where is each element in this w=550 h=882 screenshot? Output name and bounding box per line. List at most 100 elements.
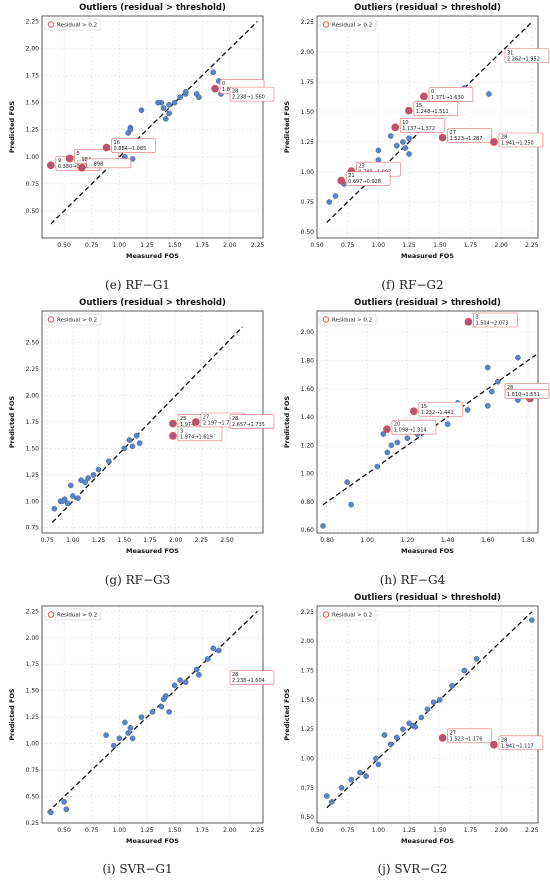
y-tick-label: 1.00: [301, 755, 315, 762]
outlier-annotation-box: [498, 735, 544, 751]
y-tick-label: 1.25: [301, 726, 315, 733]
scatter-plot-i: 0.50 0.75 1.00 1.25 1.50 1.75 2.00 2.25 0.25 0.50…: [8, 605, 275, 845]
data-point: [484, 364, 491, 371]
legend: Residual > 0.2: [44, 608, 102, 621]
y-tick-label: 2.00: [26, 393, 40, 400]
y-tick-label: 2.00: [26, 45, 40, 52]
data-point: [380, 431, 387, 437]
legend-box: [44, 18, 102, 31]
data-point: [51, 505, 58, 512]
x-tick-label: 1.75: [196, 827, 210, 834]
data-point: [394, 142, 400, 149]
outlier-id-label: 21: [348, 173, 354, 179]
legend-box: [44, 313, 102, 326]
y-tick-label: 1.50: [26, 100, 40, 107]
data-point: [106, 458, 112, 464]
data-point: [158, 703, 165, 710]
data-point: [193, 666, 200, 673]
y-tick-label: 1.00: [26, 498, 40, 505]
data-point: [59, 498, 66, 505]
x-tick-label: 0.50: [310, 827, 324, 834]
y-tick-label: 1.50: [26, 688, 40, 695]
data-point: [166, 110, 172, 117]
x-tick-label: 2.50: [220, 537, 234, 544]
plot-frame: [41, 605, 264, 824]
data-point: [127, 126, 134, 133]
outlier-id-label: 0: [222, 81, 225, 87]
data-point: [111, 742, 117, 749]
x-tick-label: 2.00: [169, 537, 183, 544]
panel-caption: (e) RF−G1: [0, 278, 275, 292]
legend-label: Residual > 0.2: [332, 23, 372, 29]
outlier-id-label: 31: [507, 50, 513, 56]
outlier-value-label: 1.941→1.250: [501, 141, 534, 147]
y-tick-label: 1.00: [26, 741, 40, 748]
outlier-point: [490, 138, 498, 146]
chart-title: Outliers (residual > threshold): [79, 298, 226, 308]
data-point: [48, 809, 54, 816]
y-tick-label: 1.50: [26, 445, 40, 452]
caption-text: SVR−G1: [115, 862, 173, 876]
x-tick-label: 2.25: [525, 827, 539, 834]
scatter-plot-h: Outliers (residual > threshold) 0.80 1.00 1…: [283, 298, 550, 555]
outlier-id-label: 28: [501, 737, 507, 743]
data-point: [400, 139, 406, 145]
outlier-annotation-box: [229, 414, 275, 429]
y-tick-label: 0.60: [301, 527, 315, 534]
data-point: [67, 482, 74, 489]
scatter-plot-f: Outliers (residual > threshold) 0.50 0.75 1…: [283, 3, 550, 260]
data-point: [375, 147, 382, 154]
outlier-value-label: 2.262→1.952: [507, 56, 540, 62]
caption-text: SVR−G2: [390, 862, 448, 876]
y-tick-label: 2.00: [301, 49, 315, 56]
plot-frame: [316, 605, 539, 824]
y-tick-label: 1.80: [301, 357, 315, 364]
data-point: [121, 445, 128, 452]
outlier-id-label: 27: [450, 730, 456, 736]
outlier-value-label: 1.098→1.314: [394, 428, 427, 434]
data-point: [375, 761, 382, 768]
x-tick-label: 0.75: [85, 827, 99, 834]
outlier-point: [464, 318, 473, 326]
y-tick-label: 0.25: [26, 820, 40, 827]
caption-letter: (j): [377, 862, 391, 876]
x-tick-label: 1.50: [433, 827, 447, 834]
caption-text: RF−G2: [395, 278, 444, 292]
data-point: [138, 714, 145, 720]
data-point: [103, 732, 109, 738]
outlier-annotation-box: [391, 419, 437, 435]
legend-marker: [47, 316, 55, 323]
outlier-point: [438, 133, 447, 142]
data-point: [75, 495, 81, 501]
data-point: [210, 645, 217, 652]
legend-box: [319, 313, 377, 326]
y-tick-label: 1.00: [301, 471, 315, 478]
outlier-value-label: 2.657→1.735: [232, 422, 265, 428]
outlier-point: [391, 123, 400, 132]
caption-letter: (h): [379, 573, 397, 587]
identity-line: [326, 611, 533, 809]
x-axis-label: Measured FOS: [401, 547, 454, 555]
y-tick-label: 1.75: [26, 73, 40, 80]
y-tick-label: 2.25: [26, 608, 40, 615]
outlier-annotation-box: [473, 312, 518, 328]
outlier-annotation-box: [504, 389, 550, 399]
x-tick-label: 1.80: [521, 537, 535, 544]
data-point: [363, 773, 369, 779]
outlier-annotation-box: [399, 118, 445, 133]
y-tick-label: 2.25: [26, 18, 40, 25]
data-point: [388, 442, 395, 449]
outlier-point: [490, 740, 498, 749]
outlier-value-label: …898: [89, 161, 104, 167]
x-tick-label: 1.50: [118, 537, 132, 544]
x-tick-label: 0.75: [341, 827, 355, 834]
outlier-id-label: 28: [501, 135, 507, 141]
y-tick-label: 1.25: [301, 139, 315, 146]
outlier-annotation-box: [345, 171, 391, 186]
data-point: [162, 116, 169, 122]
outlier-annotation-box: [418, 401, 464, 417]
outlier-point: [65, 154, 74, 163]
chart-panel-e: Outliers (residual > threshold) 0.50 0.75 1…: [0, 0, 275, 270]
data-point: [373, 755, 379, 762]
x-tick-label: 0.75: [341, 242, 355, 249]
